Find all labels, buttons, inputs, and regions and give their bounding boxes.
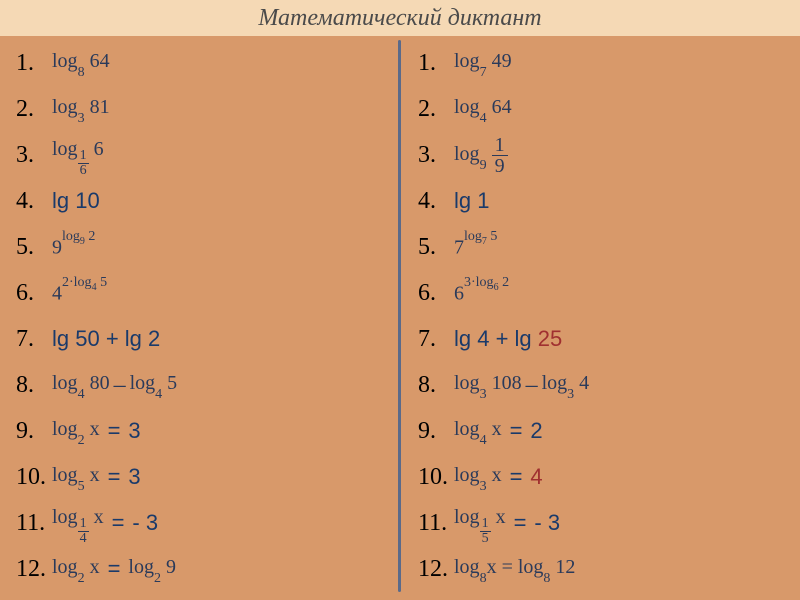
item-expression: log16 6 bbox=[52, 138, 104, 171]
list-item: 8. log3 108 – log3 4 bbox=[418, 362, 790, 408]
list-item: 6. 42·log4 5 bbox=[16, 270, 390, 316]
list-item: 11. log15 x = - 3 bbox=[418, 500, 790, 546]
item-expression: log3 81 bbox=[52, 96, 110, 123]
list-item: 2. log4 64 bbox=[418, 86, 790, 132]
item-number: 5. bbox=[418, 234, 454, 261]
item-expression: lg 10 bbox=[52, 188, 100, 214]
list-item: 11. log14 x = - 3 bbox=[16, 500, 390, 546]
item-expression: lg 50 + lg 2 bbox=[52, 326, 160, 352]
item-number: 10. bbox=[418, 464, 454, 491]
list-item: 7. lg 4 + lg 25 bbox=[418, 316, 790, 362]
item-number: 11. bbox=[418, 510, 454, 537]
item-number: 11. bbox=[16, 510, 52, 537]
item-number: 12. bbox=[16, 556, 52, 583]
right-column: 1. log7 49 2. log4 64 3. log9 19 4. lg 1… bbox=[398, 36, 798, 600]
item-expression: lg 4 + lg 25 bbox=[454, 326, 562, 352]
item-number: 9. bbox=[418, 418, 454, 445]
item-number: 1. bbox=[16, 50, 52, 77]
list-item: 3. log16 6 bbox=[16, 132, 390, 178]
item-number: 10. bbox=[16, 464, 52, 491]
item-expression: log5 x = 3 bbox=[52, 464, 141, 491]
list-item: 10. log3 x = 4 bbox=[418, 454, 790, 500]
item-expression: 63·log6 2 bbox=[454, 281, 509, 306]
item-number: 4. bbox=[418, 188, 454, 215]
list-item: 3. log9 19 bbox=[418, 132, 790, 178]
item-number: 3. bbox=[16, 142, 52, 169]
item-expression: lg 1 bbox=[454, 188, 489, 214]
list-item: 4. lg 1 bbox=[418, 178, 790, 224]
item-expression: log8 64 bbox=[52, 50, 110, 77]
list-item: 9. log2 x = 3 bbox=[16, 408, 390, 454]
item-number: 4. bbox=[16, 188, 52, 215]
content-area: 1. log8 64 2. log3 81 3. log16 6 4. lg 1… bbox=[0, 36, 800, 600]
item-expression: log15 x = - 3 bbox=[454, 506, 560, 539]
list-item: 1. log7 49 bbox=[418, 40, 790, 86]
item-expression: log4 x = 2 bbox=[454, 418, 543, 445]
list-item: 2. log3 81 bbox=[16, 86, 390, 132]
list-item: 12. log2 x = log2 9 bbox=[16, 546, 390, 592]
left-column: 1. log8 64 2. log3 81 3. log16 6 4. lg 1… bbox=[0, 36, 398, 600]
list-item: 9. log4 x = 2 bbox=[418, 408, 790, 454]
item-expression: log4 80 – log4 5 bbox=[52, 372, 177, 399]
item-expression: log2 x = 3 bbox=[52, 418, 141, 445]
item-number: 2. bbox=[16, 96, 52, 123]
item-expression: log4 64 bbox=[454, 96, 512, 123]
item-number: 12. bbox=[418, 556, 454, 583]
list-item: 6. 63·log6 2 bbox=[418, 270, 790, 316]
item-number: 7. bbox=[16, 326, 52, 353]
list-item: 1. log8 64 bbox=[16, 40, 390, 86]
item-number: 8. bbox=[418, 372, 454, 399]
list-item: 8. log4 80 – log4 5 bbox=[16, 362, 390, 408]
list-item: 12. log8x = log8 12 bbox=[418, 546, 790, 592]
item-expression: log3 x = 4 bbox=[454, 464, 543, 491]
item-expression: log8x = log8 12 bbox=[454, 556, 575, 583]
column-divider bbox=[398, 40, 401, 592]
item-number: 3. bbox=[418, 142, 454, 169]
item-number: 8. bbox=[16, 372, 52, 399]
item-expression: log7 49 bbox=[454, 50, 512, 77]
page-title: Математический диктант bbox=[0, 0, 800, 36]
item-number: 6. bbox=[16, 280, 52, 307]
item-number: 2. bbox=[418, 96, 454, 123]
list-item: 10. log5 x = 3 bbox=[16, 454, 390, 500]
list-item: 5. 7log7 5 bbox=[418, 224, 790, 270]
item-number: 6. bbox=[418, 280, 454, 307]
item-expression: 42·log4 5 bbox=[52, 281, 107, 306]
item-expression: log2 x = log2 9 bbox=[52, 556, 176, 583]
item-number: 5. bbox=[16, 234, 52, 261]
item-expression: 9log9 2 bbox=[52, 235, 95, 260]
item-expression: 7log7 5 bbox=[454, 235, 497, 260]
item-expression: log9 19 bbox=[454, 135, 508, 176]
list-item: 4. lg 10 bbox=[16, 178, 390, 224]
item-expression: log14 x = - 3 bbox=[52, 506, 158, 539]
item-number: 1. bbox=[418, 50, 454, 77]
list-item: 7. lg 50 + lg 2 bbox=[16, 316, 390, 362]
item-number: 9. bbox=[16, 418, 52, 445]
item-expression: log3 108 – log3 4 bbox=[454, 372, 589, 399]
list-item: 5. 9log9 2 bbox=[16, 224, 390, 270]
item-number: 7. bbox=[418, 326, 454, 353]
